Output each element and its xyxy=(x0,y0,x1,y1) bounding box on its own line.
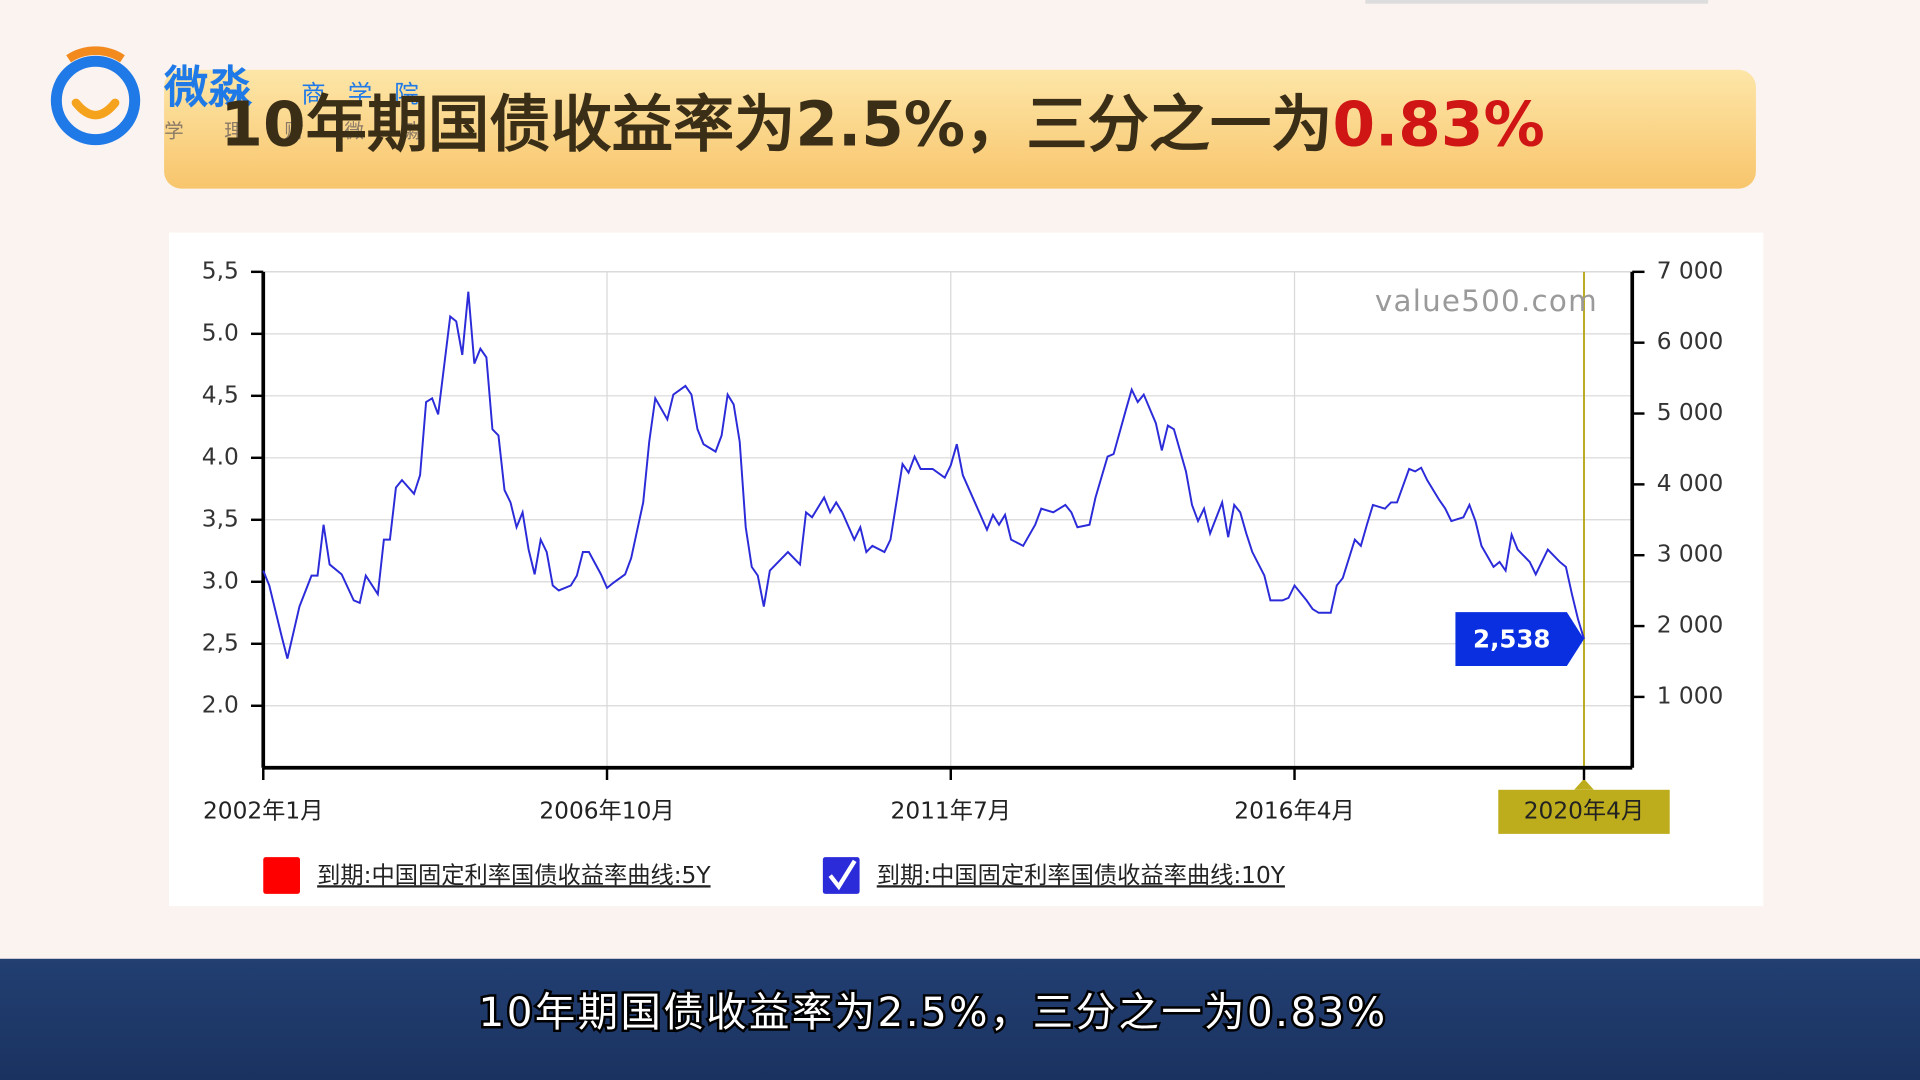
y-tick-label: 2,5 xyxy=(202,629,239,656)
y2-tick-label: 1 000 xyxy=(1657,682,1724,709)
y2-tick-label: 2 000 xyxy=(1657,612,1724,639)
caption: 10年期国债收益率为2.5%，三分之一为0.83% xyxy=(479,988,1388,1036)
x-tick-label: 2002年1月 xyxy=(203,797,323,824)
y2-tick-label: 6 000 xyxy=(1657,328,1724,355)
banner xyxy=(164,69,1756,189)
y2-tick-label: 3 000 xyxy=(1657,541,1724,568)
y-tick-label: 2.0 xyxy=(202,691,239,718)
y2-tick-label: 4 000 xyxy=(1657,470,1724,497)
x-tick-label: 2006年10月 xyxy=(539,797,674,824)
banner-highlight: 0.83% xyxy=(1332,89,1544,160)
legend-check xyxy=(828,859,857,891)
y-tick-label: 3.0 xyxy=(202,567,239,594)
value-badge-label: 2,538 xyxy=(1473,624,1550,653)
x-tick-label: 2011年7月 xyxy=(891,797,1011,824)
banner-title: 10年期国债收益率为2.5%，三分之一为0.83% xyxy=(220,89,1544,160)
y-tick-label: 5,5 xyxy=(202,257,239,284)
highlight-pointer xyxy=(1574,778,1594,790)
logo-tag: 学 xyxy=(348,80,372,109)
logo-ring xyxy=(50,55,141,146)
legend-swatch xyxy=(263,857,300,894)
logo-name: 微淼 xyxy=(163,63,253,114)
banner-text: 10年期国债收益率为2.5%，三分之一为 xyxy=(220,89,1332,160)
logo-arc xyxy=(66,46,125,63)
logo-tag: 商 xyxy=(301,80,325,109)
top-strip xyxy=(1365,0,1709,4)
y2-tick-label: 5 000 xyxy=(1657,399,1724,426)
data-line xyxy=(262,291,1585,659)
logo: 微淼 商 学 院 学 理 财 微 淼 xyxy=(50,46,441,146)
y-tick-label: 3,5 xyxy=(202,505,239,532)
chart: 2.0 2,5 3.0 3,5 4.0 4,5 5.0 5,5 1 000 2 000 3 000 4… xyxy=(202,257,1724,894)
legend-label: 到期:中国固定利率国债收益率曲线:10Y xyxy=(877,862,1286,889)
logo-tag: 院 xyxy=(394,80,418,109)
logo-smile xyxy=(71,98,120,120)
x-tick-label: 2020年4月 xyxy=(1524,797,1644,824)
y2-tick-label: 7 000 xyxy=(1657,257,1724,284)
legend-label: 到期:中国固定利率国债收益率曲线:5Y xyxy=(317,862,711,889)
watermark: value500.com xyxy=(1375,284,1598,318)
caption-bar xyxy=(0,958,1920,1080)
highlight-label-bg xyxy=(1498,789,1670,834)
y-tick-label: 4.0 xyxy=(202,443,239,470)
y-tick-label: 5.0 xyxy=(202,319,239,346)
value-badge xyxy=(1455,612,1584,667)
y-tick-label: 4,5 xyxy=(202,381,239,408)
x-tick-label: 2016年4月 xyxy=(1234,797,1354,824)
logo-slogan: 学 理 财 微 淼 xyxy=(164,120,441,143)
